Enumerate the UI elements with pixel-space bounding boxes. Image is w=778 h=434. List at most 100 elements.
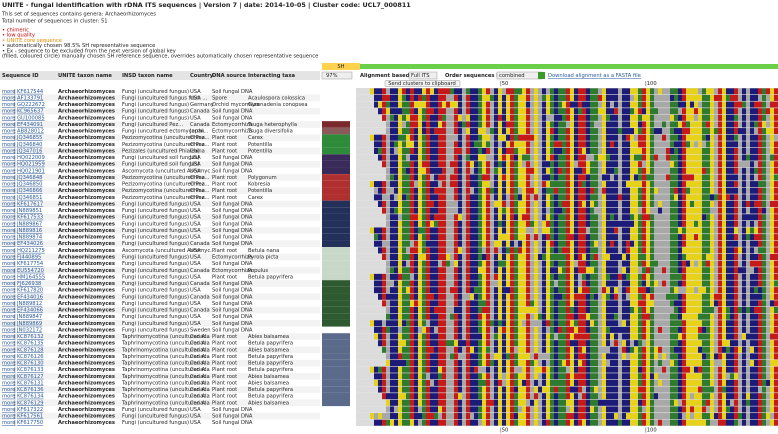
more-link[interactable]: more — [2, 115, 15, 121]
sequence-id[interactable]: HQ021959 — [17, 162, 45, 168]
sequence-id[interactable]: KC876130 — [17, 361, 44, 367]
sequence-id[interactable]: JQ347016 — [16, 148, 42, 154]
sequence-id[interactable]: KC876131 — [17, 380, 44, 386]
more-link[interactable]: more — [2, 135, 15, 141]
more-link[interactable]: more — [2, 95, 15, 101]
more-link[interactable]: more — [2, 148, 15, 154]
sequence-id[interactable]: EF434016 — [17, 294, 43, 300]
more-link[interactable]: more — [2, 294, 15, 300]
alignment-cell — [742, 220, 746, 227]
more-link[interactable]: more — [2, 175, 15, 181]
more-link[interactable]: more — [2, 241, 15, 247]
sequence-id[interactable]: JN889816 — [16, 228, 42, 234]
more-link[interactable]: more — [2, 347, 15, 353]
more-link[interactable]: more — [2, 248, 15, 254]
more-link[interactable]: more — [2, 380, 15, 386]
sequence-id[interactable]: JN889874 — [16, 235, 43, 241]
sequence-id[interactable]: JN889867 — [16, 221, 42, 227]
sequence-id[interactable]: FJ626938 — [17, 281, 41, 287]
more-link[interactable]: more — [2, 308, 15, 314]
more-link[interactable]: more — [2, 182, 15, 188]
sequence-id[interactable]: HQ022009 — [17, 155, 45, 161]
more-link[interactable]: more — [2, 261, 15, 267]
more-link[interactable]: more — [2, 188, 15, 194]
sequence-id[interactable]: HM164555 — [17, 274, 45, 280]
more-link[interactable]: more — [2, 268, 15, 274]
sequence-id[interactable]: FJ440895 — [17, 255, 41, 261]
sequence-id[interactable]: KC876133 — [17, 367, 44, 373]
sequence-id[interactable]: JQ346840 — [16, 142, 42, 148]
sequence-id[interactable]: KC876128 — [17, 347, 44, 353]
more-link[interactable]: more — [2, 288, 15, 294]
sequence-id[interactable]: JQ346855 — [16, 135, 42, 141]
sequence-id[interactable]: GU100085 — [17, 115, 45, 121]
more-link[interactable]: more — [2, 274, 15, 280]
more-link[interactable]: more — [2, 314, 15, 320]
align-select[interactable] — [408, 71, 438, 80]
sequence-id[interactable]: GQ222672 — [17, 102, 45, 108]
more-link[interactable]: more — [2, 122, 15, 128]
sequence-id[interactable]: JN889847 — [16, 314, 42, 320]
more-link[interactable]: more — [2, 281, 15, 287]
more-link[interactable]: more — [2, 367, 15, 373]
more-link[interactable]: more — [2, 327, 15, 333]
more-link[interactable]: more — [2, 334, 15, 340]
more-link[interactable]: more — [2, 129, 15, 135]
sequence-id[interactable]: JN889812 — [16, 301, 42, 307]
more-link[interactable]: more — [2, 341, 15, 347]
more-link[interactable]: more — [2, 102, 15, 108]
sequence-id[interactable]: JQ346850 — [16, 182, 42, 188]
sequence-id[interactable]: JQ346866 — [16, 188, 42, 194]
more-link[interactable]: more — [2, 361, 15, 367]
more-link[interactable]: more — [2, 221, 15, 227]
more-link[interactable]: more — [2, 228, 15, 234]
sequence-id[interactable]: AB828012 — [17, 129, 44, 135]
sequence-id[interactable]: JN889851 — [16, 208, 42, 214]
sequence-id[interactable]: JQ346848 — [16, 175, 42, 181]
sequence-id[interactable]: KC965637 — [17, 109, 44, 115]
more-link[interactable]: more — [2, 109, 15, 115]
more-link[interactable]: more — [2, 195, 15, 201]
more-link[interactable]: more — [2, 89, 15, 95]
more-link[interactable]: more — [2, 142, 15, 148]
sequence-id[interactable]: HQ211275 — [17, 248, 45, 254]
sequence-id[interactable]: HQ021901 — [17, 168, 45, 174]
download-icon[interactable] — [538, 72, 545, 79]
sequence-id[interactable]: JN889869 — [16, 321, 42, 327]
alignment-cell — [710, 346, 714, 353]
more-link[interactable]: more — [2, 321, 15, 327]
sequence-id[interactable]: JN032172 — [16, 327, 42, 333]
sequence-id[interactable]: EU554720 — [17, 268, 44, 274]
sequence-id[interactable]: KC876126 — [17, 354, 44, 360]
threshold-select[interactable] — [321, 71, 353, 80]
more-link[interactable]: more — [2, 155, 15, 161]
sequence-id[interactable]: KC876127 — [17, 374, 44, 380]
more-link[interactable]: more — [2, 387, 15, 393]
sequence-id[interactable]: KF617754 — [17, 261, 44, 267]
more-link[interactable]: more — [2, 255, 15, 261]
more-link[interactable]: more — [2, 201, 15, 207]
sequence-id[interactable]: KC876132 — [17, 334, 44, 340]
more-link[interactable]: more — [2, 354, 15, 360]
sequence-id[interactable]: KF617617 — [17, 201, 43, 207]
more-link[interactable]: more — [2, 301, 15, 307]
sequence-id[interactable]: KC876136 — [17, 387, 44, 393]
more-link[interactable]: more — [2, 215, 15, 221]
sequence-id[interactable]: KF617533 — [17, 215, 43, 221]
sequence-id[interactable]: JQ346851 — [16, 195, 42, 201]
alignment-cell — [438, 167, 442, 174]
more-link[interactable]: more — [2, 162, 15, 168]
download-link[interactable]: Download alignment as a FASTA file — [548, 73, 641, 79]
sequence-id[interactable]: KC876135 — [17, 341, 44, 347]
more-link[interactable]: more — [2, 374, 15, 380]
sequence-id[interactable]: EF434091 — [17, 122, 43, 128]
sequence-id[interactable]: KF617544 — [17, 89, 44, 95]
clipboard-button[interactable] — [384, 80, 461, 87]
more-link[interactable]: more — [2, 208, 15, 214]
sequence-id[interactable]: EF434066 — [17, 308, 43, 314]
sequence-id[interactable]: AF133791 — [17, 95, 43, 101]
sequence-id[interactable]: KF617820 — [17, 288, 43, 294]
more-link[interactable]: more — [2, 235, 15, 241]
sequence-id[interactable]: EF434026 — [17, 241, 43, 247]
more-link[interactable]: more — [2, 168, 15, 174]
